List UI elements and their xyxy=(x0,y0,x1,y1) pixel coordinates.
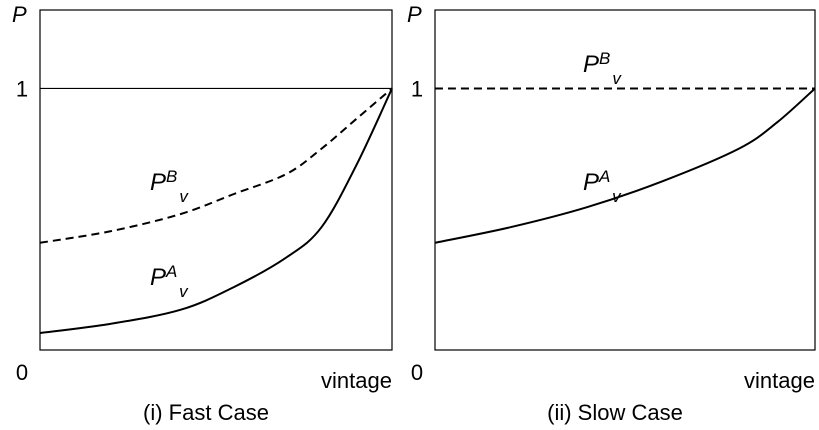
x-axis-label: vintage xyxy=(744,368,815,393)
plot-frame xyxy=(434,9,816,351)
y-tick-label: 1 xyxy=(16,76,28,101)
y-tick-label: 0 xyxy=(411,360,423,385)
y-axis-label: P xyxy=(12,2,27,27)
label-sub: v xyxy=(179,187,189,206)
x-axis-label: vintage xyxy=(321,368,392,393)
curve-label: PBv xyxy=(150,167,189,206)
label-base: P xyxy=(583,51,599,78)
label-sup: B xyxy=(166,167,177,186)
label-sup: A xyxy=(165,262,177,281)
curve-label: PAv xyxy=(150,262,189,301)
curve-label: PBv xyxy=(583,49,622,88)
y-tick-label: 0 xyxy=(16,360,28,385)
label-sub: v xyxy=(179,282,189,301)
label-base: P xyxy=(150,169,166,196)
curve xyxy=(39,87,393,244)
chart-title: (i) Fast Case xyxy=(143,400,269,425)
label-base: P xyxy=(583,169,599,196)
y-tick-label: 1 xyxy=(411,76,423,101)
label-sup: A xyxy=(598,167,610,186)
curve-label: PAv xyxy=(583,167,622,206)
chart-title: (ii) Slow Case xyxy=(547,400,683,425)
label-sup: B xyxy=(599,49,610,68)
label-base: P xyxy=(150,264,166,291)
label-sub: v xyxy=(612,187,622,206)
plot-frame xyxy=(39,9,393,351)
label-sub: v xyxy=(612,69,622,88)
curve xyxy=(434,87,816,244)
y-axis-label: P xyxy=(407,2,422,27)
curve xyxy=(39,88,393,334)
